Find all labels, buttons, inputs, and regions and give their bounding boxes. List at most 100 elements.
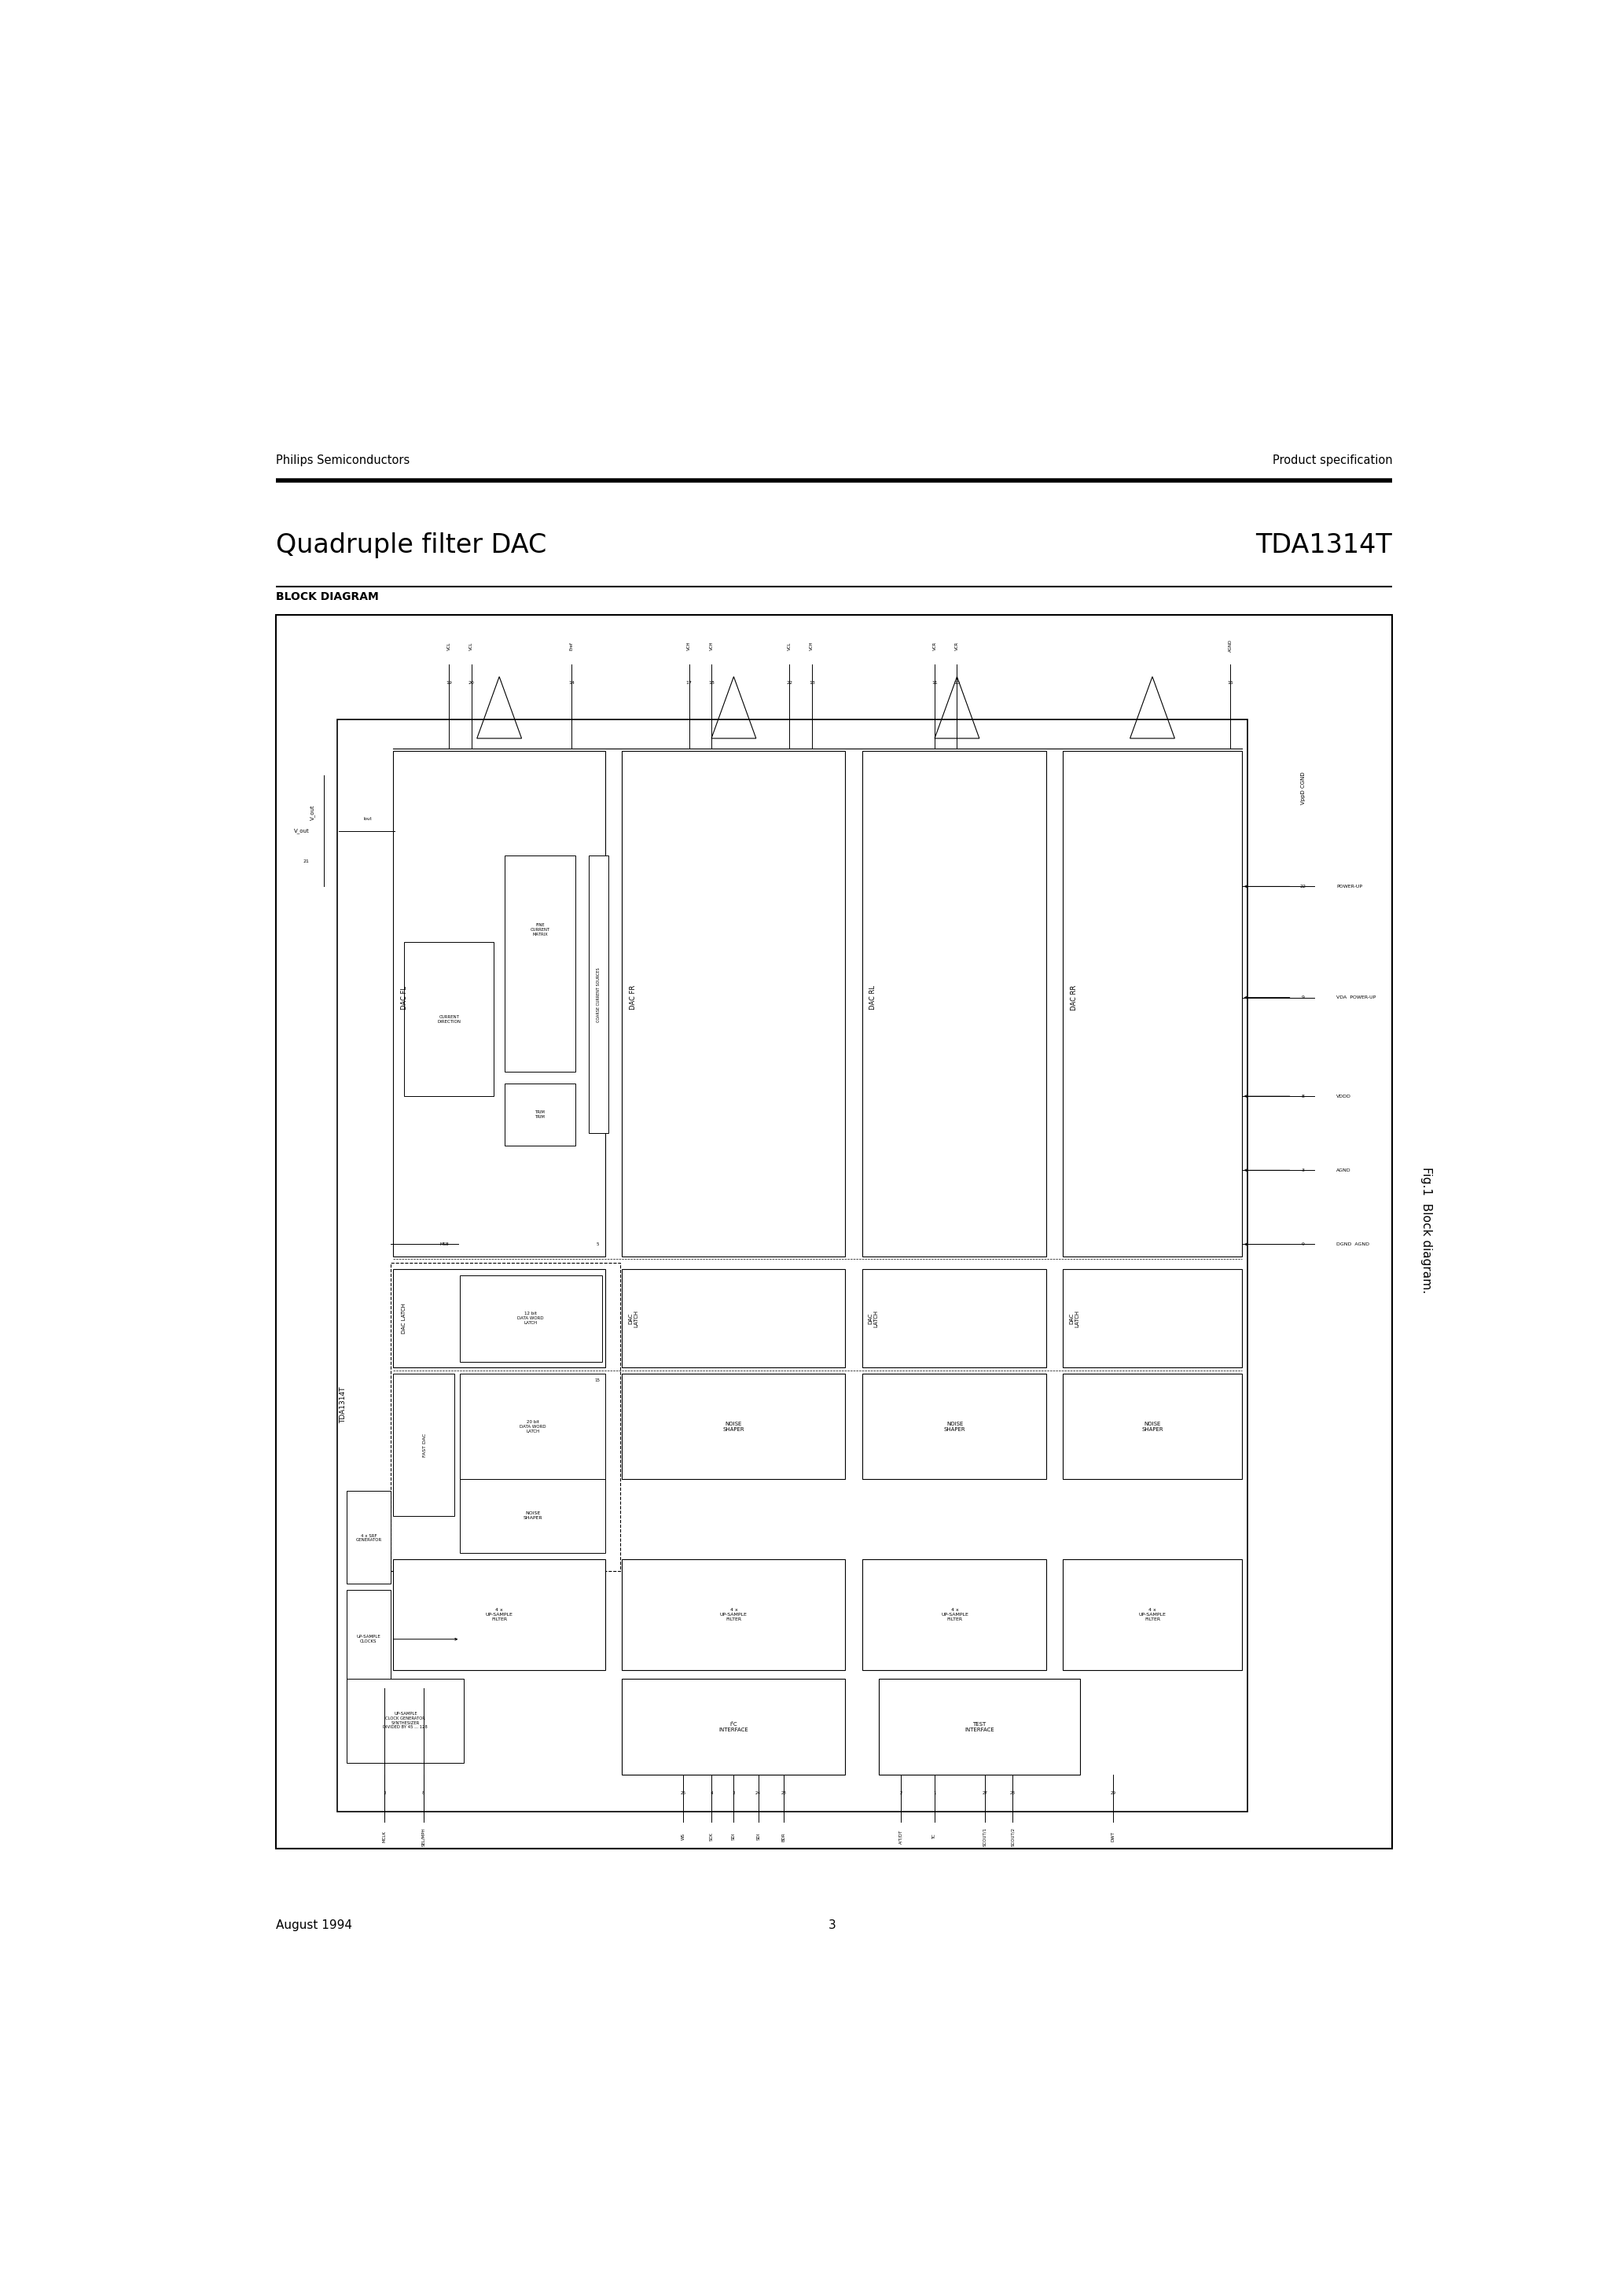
Bar xyxy=(460,1373,606,1479)
Text: 20: 20 xyxy=(468,682,474,684)
Text: 22: 22 xyxy=(786,682,793,684)
Text: DAC
LATCH: DAC LATCH xyxy=(869,1309,879,1327)
Text: DAC RR: DAC RR xyxy=(1070,985,1078,1010)
Text: 4 x SRF
GENERATOR: 4 x SRF GENERATOR xyxy=(356,1534,382,1543)
Text: NOISE
SHAPER: NOISE SHAPER xyxy=(1142,1421,1163,1433)
Text: BLOCK DIAGRAM: BLOCK DIAGRAM xyxy=(276,592,378,602)
Text: Quadruple filter DAC: Quadruple filter DAC xyxy=(276,533,547,558)
Text: 3: 3 xyxy=(383,1791,385,1795)
Text: 18: 18 xyxy=(708,682,715,684)
Text: BDR: BDR xyxy=(783,1832,786,1841)
Text: August 1994: August 1994 xyxy=(276,1919,352,1931)
Text: 24: 24 xyxy=(755,1791,762,1795)
Text: 12 bit
DATA WORD
LATCH: 12 bit DATA WORD LATCH xyxy=(518,1311,544,1325)
Text: SDI: SDI xyxy=(757,1832,760,1841)
Text: AGND: AGND xyxy=(1337,1169,1351,1173)
Text: Eref: Eref xyxy=(570,641,573,650)
Text: A/T/DT: A/T/DT xyxy=(900,1830,903,1844)
Text: VDDD: VDDD xyxy=(1337,1095,1351,1097)
Text: Product specification: Product specification xyxy=(1273,455,1392,466)
Bar xyxy=(1064,751,1242,1256)
Text: AGND: AGND xyxy=(1228,638,1233,652)
Text: 13: 13 xyxy=(809,682,815,684)
Text: 28: 28 xyxy=(1010,1791,1015,1795)
Text: UP-SAMPLE
CLOCK GENERATOR
SYNTHESIZER
DIVIDED BY 45 ... 128: UP-SAMPLE CLOCK GENERATOR SYNTHESIZER DI… xyxy=(383,1713,427,1729)
Text: 1: 1 xyxy=(934,1791,935,1795)
Bar xyxy=(622,1678,846,1775)
Bar xyxy=(393,1373,455,1515)
Text: VCH: VCH xyxy=(687,641,692,650)
Text: Fig.1  Block diagram.: Fig.1 Block diagram. xyxy=(1421,1166,1432,1293)
Bar xyxy=(393,751,606,1256)
Bar xyxy=(276,615,1392,1848)
Text: 29: 29 xyxy=(1111,1791,1116,1795)
Text: V_out: V_out xyxy=(310,804,315,820)
Bar xyxy=(622,1559,846,1669)
Text: UP-SAMPLE
CLOCKS: UP-SAMPLE CLOCKS xyxy=(357,1635,380,1644)
Bar xyxy=(862,1373,1046,1479)
Text: 4 x
UP-SAMPLE
FILTER: 4 x UP-SAMPLE FILTER xyxy=(1138,1607,1166,1621)
Text: 9: 9 xyxy=(1301,996,1304,999)
Text: 4 x
UP-SAMPLE
FILTER: 4 x UP-SAMPLE FILTER xyxy=(719,1607,747,1621)
Text: 3: 3 xyxy=(732,1791,736,1795)
Text: VCH: VCH xyxy=(710,641,713,650)
Text: 26: 26 xyxy=(680,1791,687,1795)
Text: VppD CGND: VppD CGND xyxy=(1301,771,1306,804)
Text: SEL/MPH: SEL/MPH xyxy=(421,1828,425,1846)
Bar xyxy=(1064,1559,1242,1669)
Bar xyxy=(391,1263,620,1570)
Text: WS: WS xyxy=(682,1832,685,1839)
Text: 22: 22 xyxy=(1299,884,1306,889)
Text: Philips Semiconductors: Philips Semiconductors xyxy=(276,455,409,466)
Text: 11: 11 xyxy=(932,682,937,684)
Text: 23: 23 xyxy=(781,1791,786,1795)
Text: MCLK: MCLK xyxy=(382,1830,387,1841)
Text: NOISE
SHAPER: NOISE SHAPER xyxy=(523,1511,542,1520)
Bar xyxy=(338,721,1247,1812)
Text: 27: 27 xyxy=(983,1791,987,1795)
Text: V_out: V_out xyxy=(294,829,310,833)
Text: SCOUT/2: SCOUT/2 xyxy=(1010,1828,1015,1846)
Text: 2: 2 xyxy=(900,1791,903,1795)
Bar xyxy=(460,1274,603,1362)
Text: 9: 9 xyxy=(1301,1242,1304,1247)
Bar xyxy=(1064,1270,1242,1368)
Bar xyxy=(404,941,494,1095)
Text: MSB: MSB xyxy=(440,1242,450,1247)
Text: 10: 10 xyxy=(953,682,960,684)
Text: 21: 21 xyxy=(304,859,310,863)
Bar xyxy=(505,856,575,1072)
Text: 8: 8 xyxy=(1301,1095,1304,1097)
Bar xyxy=(505,1084,575,1146)
Text: DWT: DWT xyxy=(1111,1832,1116,1841)
Text: 8: 8 xyxy=(422,1791,425,1795)
Bar xyxy=(588,856,609,1134)
Text: FINE
CURRENT
MATRIX: FINE CURRENT MATRIX xyxy=(531,923,551,937)
Text: SDI: SDI xyxy=(732,1832,736,1841)
Text: NOISE
SHAPER: NOISE SHAPER xyxy=(944,1421,966,1433)
Text: 19: 19 xyxy=(447,682,451,684)
Text: VCL: VCL xyxy=(447,641,451,650)
Text: DAC FL: DAC FL xyxy=(401,985,408,1010)
Bar xyxy=(1064,1373,1242,1479)
Bar xyxy=(346,1678,463,1763)
Text: VCH: VCH xyxy=(810,641,814,650)
Text: 15: 15 xyxy=(594,1378,601,1382)
Text: VCL: VCL xyxy=(469,641,473,650)
Text: I²C
INTERFACE: I²C INTERFACE xyxy=(719,1722,749,1731)
Text: 17: 17 xyxy=(685,682,692,684)
Text: 3: 3 xyxy=(828,1919,836,1931)
Text: 4: 4 xyxy=(710,1791,713,1795)
Text: DAC FR: DAC FR xyxy=(630,985,637,1010)
Text: VCL: VCL xyxy=(788,641,791,650)
Text: 20 bit
DATA WORD
LATCH: 20 bit DATA WORD LATCH xyxy=(520,1421,546,1433)
Text: 5: 5 xyxy=(596,1242,599,1247)
Bar xyxy=(862,751,1046,1256)
Text: 14: 14 xyxy=(568,682,575,684)
Text: VCR: VCR xyxy=(955,641,958,650)
Bar xyxy=(879,1678,1080,1775)
Text: CURRENT
DIRECTION: CURRENT DIRECTION xyxy=(437,1015,461,1024)
Bar xyxy=(346,1490,391,1584)
Text: 3: 3 xyxy=(1301,1169,1304,1173)
Text: VCR: VCR xyxy=(932,641,937,650)
